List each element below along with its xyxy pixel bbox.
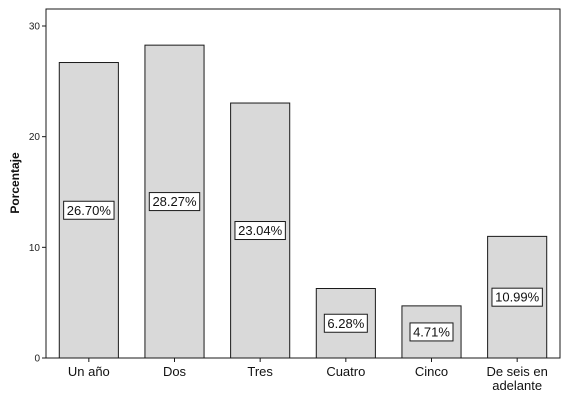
data-label: 4.71% (413, 324, 450, 339)
data-label-box (63, 200, 115, 220)
x-tick-label: Tres (247, 364, 273, 379)
y-tick-label: 20 (29, 132, 41, 143)
x-tick-label: Cinco (415, 364, 448, 379)
data-label-box (409, 322, 454, 342)
data-label-box (323, 313, 368, 333)
data-label: 26.70% (67, 203, 112, 218)
data-label-box (148, 192, 201, 212)
data-label: 10.99% (495, 290, 540, 305)
plot-area (45, 8, 561, 359)
y-axis-title: Porcentaje (8, 152, 22, 214)
x-axis-labels: Un año Dos Tres Cuatro Cinco De seis en adelan… (68, 358, 548, 393)
x-tick-label: Un año (68, 364, 110, 379)
y-tick-label: 30 (29, 22, 41, 33)
x-tick-label: Dos (163, 364, 187, 379)
data-label: 23.04% (238, 223, 283, 238)
data-label-box (234, 221, 286, 241)
data-label: 28.27% (152, 194, 197, 209)
data-label-box (491, 287, 543, 307)
y-axis-ticks: 0 10 20 30 (29, 22, 46, 365)
x-tick-label: De seis en adelante (486, 364, 547, 393)
data-label: 6.28% (327, 316, 364, 331)
y-tick-label: 0 (34, 354, 40, 365)
y-tick-label: 10 (29, 243, 41, 254)
x-tick-label: Cuatro (326, 364, 365, 379)
bars-group: 26.70% 28.27% 23.04% 6.28% 4.71% 10.99% (58, 44, 548, 359)
